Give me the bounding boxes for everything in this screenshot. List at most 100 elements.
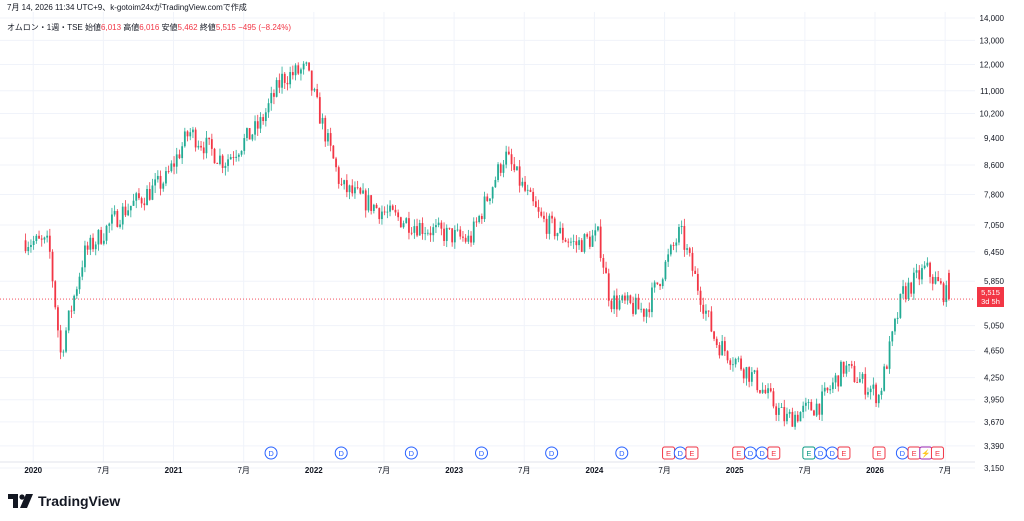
candle-body: [807, 402, 810, 403]
bar-countdown: 3d 5h: [981, 297, 1000, 306]
candle-body: [729, 360, 732, 365]
candle-body: [210, 139, 213, 149]
candle-body: [259, 117, 262, 129]
event-marker-label: E: [771, 449, 776, 458]
candle-body: [918, 270, 921, 280]
candle-body: [545, 218, 548, 234]
candle-body: [370, 195, 373, 211]
event-marker-label: D: [338, 449, 344, 458]
event-marker-label: D: [900, 449, 906, 458]
dividend-marker[interactable]: [615, 446, 629, 460]
candle-body: [324, 117, 327, 142]
candle-body: [761, 389, 764, 393]
candle-body: [721, 341, 724, 356]
dividend-marker[interactable]: [334, 446, 348, 460]
candle-body: [57, 307, 59, 331]
candle-body: [59, 330, 62, 353]
candle-body: [178, 154, 181, 159]
candle-body: [775, 406, 778, 415]
candle-body: [780, 407, 783, 408]
candle-body: [173, 163, 175, 167]
candle-body: [397, 212, 400, 218]
time-tick-label: 7月: [237, 466, 249, 475]
candle-body: [248, 128, 251, 140]
candle-body: [367, 195, 370, 211]
candle-body: [183, 131, 186, 147]
logo-text: TradingView: [38, 493, 121, 509]
price-tick-label: 14,000: [980, 14, 1005, 23]
candle-body: [440, 222, 443, 229]
candle-body: [861, 373, 864, 379]
candle-body: [232, 157, 235, 158]
candle-body: [937, 277, 940, 282]
dividend-marker[interactable]: [475, 446, 488, 460]
candle-body: [327, 133, 329, 142]
candle-body: [494, 179, 497, 188]
dividend-marker[interactable]: [404, 446, 418, 460]
candle-body: [540, 211, 543, 216]
candle-body: [108, 223, 111, 226]
candle-body: [783, 407, 786, 422]
candle-body: [313, 89, 316, 91]
earnings-marker[interactable]: [872, 446, 886, 460]
candle-body: [453, 230, 456, 243]
candle-body: [162, 183, 165, 189]
dividend-marker[interactable]: [545, 446, 559, 460]
candle-body: [291, 72, 294, 76]
price-tick-label: 6,450: [984, 248, 1005, 257]
candle-body: [877, 394, 880, 404]
candle-body: [621, 295, 624, 301]
earnings-marker[interactable]: [930, 446, 944, 460]
candle-body: [486, 196, 489, 201]
price-axis[interactable]: 14,000 13,000 12,000 11,000 10,200 9,400 8,600…: [975, 0, 1024, 480]
candle-body: [402, 223, 405, 228]
candle-body: [300, 69, 302, 74]
candle-body: [254, 121, 256, 135]
candle-body: [318, 97, 321, 124]
candle-body: [618, 300, 621, 310]
candle-body: [791, 411, 794, 427]
candle-body: [165, 171, 167, 184]
candle-body: [502, 164, 505, 173]
candle-body: [667, 254, 670, 262]
tradingview-logo-icon: [8, 494, 33, 508]
candle-body: [726, 351, 729, 361]
open-value: 6,013: [101, 23, 122, 32]
tradingview-logo[interactable]: TradingView: [8, 493, 120, 509]
candle-body: [688, 248, 691, 253]
candle-body: [267, 103, 270, 113]
time-tick-label: 2022: [305, 466, 323, 475]
candle-body: [356, 187, 359, 189]
candle-body: [672, 245, 675, 247]
candle-body: [281, 73, 283, 88]
candle-body: [443, 228, 445, 242]
candle-body: [97, 229, 100, 245]
candle-body: [561, 227, 564, 240]
candle-body: [335, 158, 337, 168]
candle-body: [680, 226, 683, 228]
candle-body: [902, 286, 904, 294]
candle-body: [432, 227, 435, 236]
candle-body: [850, 364, 853, 366]
candle-body: [219, 155, 221, 164]
dividend-marker[interactable]: [264, 446, 278, 460]
candle-body: [124, 206, 127, 216]
candle-body: [694, 270, 697, 274]
candle-body: [829, 389, 832, 391]
event-marker-label: D: [830, 449, 836, 458]
earnings-marker[interactable]: [685, 446, 699, 460]
candle-body: [669, 245, 672, 255]
time-tick-label: 2021: [165, 466, 183, 475]
candle-body: [529, 189, 532, 192]
candle-body: [116, 210, 119, 227]
candle-body: [40, 238, 43, 240]
earnings-marker[interactable]: [837, 446, 851, 460]
earnings-marker[interactable]: [767, 446, 781, 460]
candle-body: [518, 166, 521, 186]
candle-body: [38, 235, 40, 239]
candle-body: [154, 179, 157, 186]
candle-body: [102, 240, 105, 244]
candle-body: [894, 318, 896, 332]
time-axis[interactable]: 2020 7月 2021 7月 2022 7月 2023 7月 2024 7月 2025 7月 2026…: [0, 461, 975, 475]
